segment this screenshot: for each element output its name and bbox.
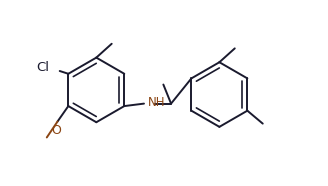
Text: Cl: Cl bbox=[36, 60, 49, 73]
Text: O: O bbox=[51, 124, 61, 137]
Text: NH: NH bbox=[148, 96, 165, 109]
